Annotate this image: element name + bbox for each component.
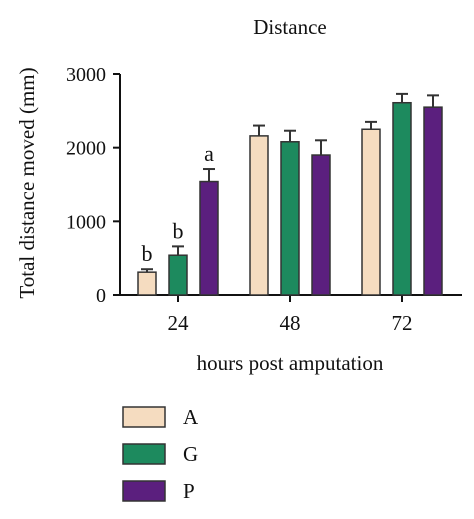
y-tick-label: 0 (96, 285, 106, 307)
bar-G-72 (392, 101, 412, 296)
x-tick-label: 48 (280, 311, 301, 335)
legend: AGP (122, 405, 199, 503)
x-ticks: 24 48 72 (168, 295, 413, 335)
y-axis-label: Total distance moved (mm) (15, 67, 39, 298)
bar-A-24 (137, 271, 157, 296)
x-tick-label: 24 (168, 311, 190, 335)
x-tick-label: 72 (392, 311, 413, 335)
bar-P-24 (199, 180, 219, 296)
legend-swatch-P (122, 480, 166, 502)
significance-letter: b (142, 241, 153, 266)
significance-letters: bb a (142, 141, 215, 266)
y-tick-label: 2000 (66, 138, 106, 160)
bars (137, 101, 443, 296)
bar-P-72 (423, 106, 443, 296)
bar-P-48 (311, 154, 331, 296)
legend-swatch-A (122, 406, 166, 428)
chart-title: Distance (253, 15, 326, 39)
y-ticks: 0 1000 2000 3000 (66, 64, 120, 307)
bar-G-24 (168, 254, 188, 296)
x-axis-label: hours post amputation (197, 351, 384, 375)
significance-letter: a (204, 141, 214, 166)
error-bars (141, 92, 439, 273)
legend-swatch-G (122, 443, 166, 465)
legend-label: G (183, 442, 198, 466)
significance-letter: b (173, 218, 184, 243)
bar-A-72 (361, 128, 381, 296)
y-tick-label: 3000 (66, 64, 106, 86)
y-tick-label: 1000 (66, 211, 106, 233)
legend-label: P (183, 479, 195, 503)
legend-label: A (183, 405, 199, 429)
bar-A-48 (249, 135, 269, 296)
bar-G-48 (280, 141, 300, 296)
